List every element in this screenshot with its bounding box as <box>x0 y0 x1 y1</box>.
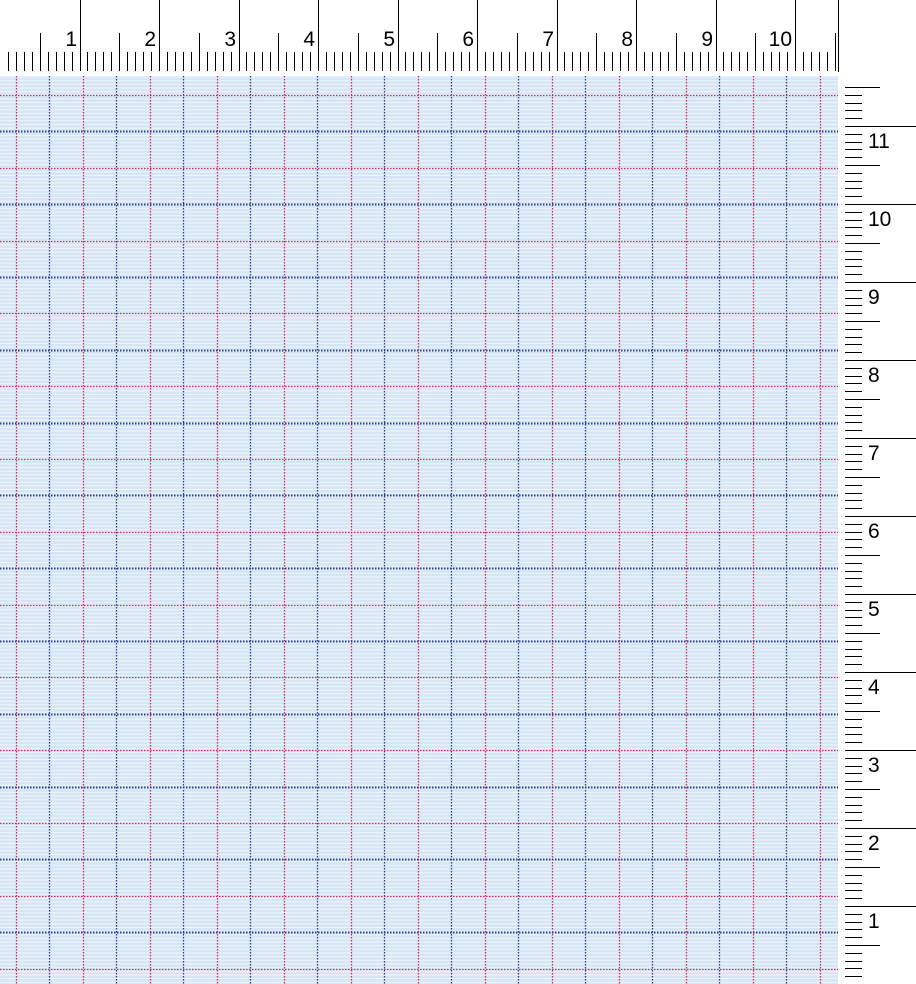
ruler-label: 3 <box>868 754 880 777</box>
ruler-label: 1 <box>868 910 880 933</box>
ruler-label: 9 <box>701 28 713 51</box>
ruler-label: 10 <box>769 28 792 51</box>
ruler-label: 5 <box>383 28 395 51</box>
top-ruler[interactable]: 1 2 3 4 5 6 7 8 9 10 <box>8 0 839 72</box>
right-ruler[interactable]: 1 2 3 4 5 6 7 8 9 10 11 <box>845 87 916 977</box>
ruler-label: 1 <box>65 28 77 51</box>
ruler-label: 4 <box>868 676 880 699</box>
ruler-label: 5 <box>868 598 880 621</box>
ruler-label: 11 <box>868 130 890 153</box>
ruler-label: 6 <box>462 28 474 51</box>
ruler-label: 6 <box>868 520 880 543</box>
ruler-label: 3 <box>224 28 236 51</box>
ruler-label: 4 <box>303 28 315 51</box>
ruler-label: 2 <box>144 28 156 51</box>
ruler-label: 8 <box>621 28 633 51</box>
ruler-label: 10 <box>868 208 891 231</box>
ruler-label: 2 <box>868 832 880 855</box>
ruler-label: 8 <box>868 364 880 387</box>
grid-area[interactable] <box>0 76 838 984</box>
ruler-label: 9 <box>868 286 880 309</box>
ruler-label: 7 <box>542 28 554 51</box>
ruler-label: 7 <box>868 442 880 465</box>
